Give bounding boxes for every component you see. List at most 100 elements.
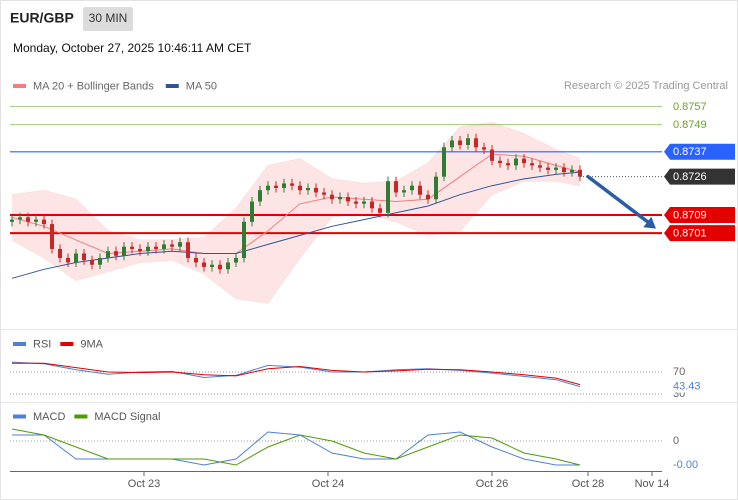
candle-body (546, 167, 550, 170)
interval-badge[interactable] (83, 7, 133, 31)
level-tag (664, 225, 735, 242)
candle-body (162, 244, 166, 249)
candle-body (394, 181, 398, 193)
level-label: 0.8737 (673, 146, 707, 158)
candle-body (122, 246, 126, 256)
candle-body (426, 194, 430, 200)
candle-body (194, 257, 198, 263)
candle-body (522, 158, 526, 164)
legend-label: RSI (33, 338, 51, 350)
candle-body (362, 201, 366, 204)
candle-body (410, 185, 414, 191)
candle-body (130, 246, 134, 249)
candle-body (514, 158, 518, 166)
candle-body (90, 260, 94, 265)
candle-body (298, 185, 302, 191)
last-value-label: -0.00 (673, 459, 698, 471)
candle-body (50, 224, 54, 249)
x-tick-label: Oct 26 (476, 478, 508, 490)
candle-body (290, 183, 294, 186)
legend-label: 9MA (80, 338, 103, 350)
candle-body (570, 169, 574, 173)
candle-body (234, 257, 238, 263)
candle-body (274, 185, 278, 188)
candle-body (18, 217, 22, 220)
value-label-bg (670, 380, 710, 393)
candle-body (458, 140, 462, 146)
candle-body (10, 219, 14, 222)
forecast-arrow (586, 174, 652, 226)
candle-body (378, 208, 382, 213)
symbol: EUR/GBP (10, 10, 74, 26)
legend-swatch (13, 414, 26, 419)
indicator-line (12, 362, 581, 386)
candle-body (442, 147, 446, 177)
candle-body (226, 262, 230, 270)
candle-body (386, 181, 390, 213)
candle-body (210, 264, 214, 268)
credit: Research © 2025 Trading Central (564, 80, 728, 92)
candle-body (474, 138, 478, 148)
legend-swatch (13, 342, 26, 346)
candle-body (98, 257, 102, 265)
legend-label: MACD (33, 411, 65, 423)
candle-body (490, 149, 494, 161)
legend-swatch (13, 84, 26, 88)
candle-body (26, 217, 30, 222)
candle-body (506, 163, 510, 166)
candle-body (66, 257, 70, 263)
candle-body (106, 251, 110, 258)
y-tick-label: 70 (673, 366, 685, 378)
bollinger-fill (12, 122, 580, 304)
candle-body (434, 176, 438, 200)
level-label: 0.8701 (673, 228, 707, 240)
candle-body (202, 262, 206, 268)
candle-body (538, 165, 542, 168)
candle-body (530, 163, 534, 166)
candle-body (58, 248, 62, 258)
candle-body (154, 246, 158, 249)
candle-body (250, 201, 254, 222)
candle-body (498, 160, 502, 164)
legend-label: MA 20 + Bollinger Bands (33, 80, 154, 92)
x-tick-label: Oct 23 (128, 478, 160, 490)
current-price-tag (664, 168, 735, 185)
candle-body (354, 201, 358, 204)
candle-body (186, 242, 190, 258)
candle-body (330, 194, 334, 200)
level-tag (664, 207, 735, 224)
bollinger-lower (11, 180, 581, 304)
x-tick-label: Oct 24 (312, 478, 344, 490)
y-tick-label: 0 (673, 435, 679, 447)
candle-body (170, 244, 174, 247)
candle-body (218, 264, 222, 270)
value-label-bg (670, 459, 710, 471)
forecast-arrowhead (643, 216, 656, 229)
candle-body (322, 192, 326, 195)
candle-body (34, 219, 38, 222)
candle-body (306, 187, 310, 191)
bollinger-upper (11, 121, 581, 241)
interval[interactable]: 30 MIN (89, 11, 128, 25)
candle-body (466, 138, 470, 146)
legend-swatch (60, 342, 74, 346)
candle-body (138, 248, 142, 252)
level-tag (664, 143, 735, 160)
candle-body (562, 167, 566, 173)
candle-body (114, 251, 118, 256)
indicator-line (11, 428, 581, 466)
legend-label: MA 50 (186, 80, 217, 92)
candle-body (346, 196, 350, 202)
level-label: 0.8749 (673, 119, 707, 131)
candle-body (482, 147, 486, 150)
candle-body (146, 246, 150, 252)
candle-body (554, 167, 558, 170)
candle-body (418, 185, 422, 195)
candle-body (178, 242, 182, 247)
candle-body (74, 253, 78, 263)
last-value-label: 43.43 (673, 381, 701, 393)
candle-body (242, 221, 246, 258)
x-tick-label: Oct 28 (572, 478, 604, 490)
